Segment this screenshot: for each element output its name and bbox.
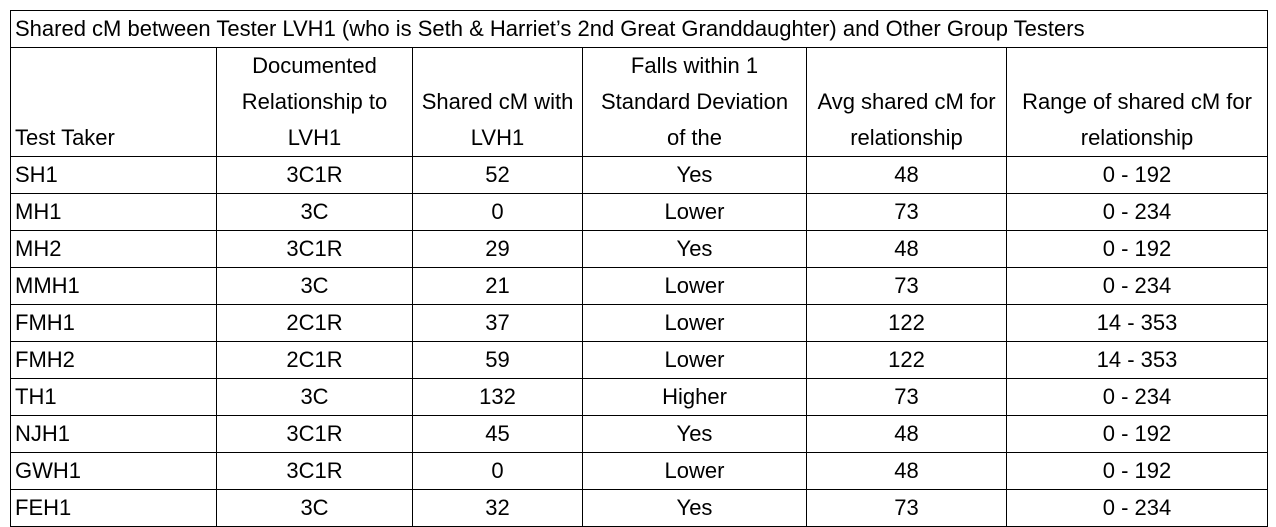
- header-row: Test Taker Documented Relationship to LV…: [10, 47, 1269, 157]
- table-row: TH1 3C 132 Higher 73 0 - 234: [10, 378, 1269, 416]
- cell-shared-cm: 0: [412, 452, 583, 490]
- table-row: FEH1 3C 32 Yes 73 0 - 234: [10, 489, 1269, 527]
- cell-range-shared-cm: 0 - 234: [1005, 378, 1269, 416]
- table-row: SH1 3C1R 52 Yes 48 0 - 192: [10, 156, 1269, 194]
- cell-std-dev-result: Yes: [582, 415, 807, 453]
- cell-shared-cm: 37: [412, 304, 583, 342]
- cell-std-dev-result: Yes: [582, 156, 807, 194]
- cell-range-shared-cm: 0 - 234: [1005, 267, 1269, 305]
- shared-cm-table: Shared cM between Tester LVH1 (who is Se…: [9, 10, 1269, 527]
- cell-relationship: 3C: [216, 267, 413, 305]
- table-row: MH2 3C1R 29 Yes 48 0 - 192: [10, 230, 1269, 268]
- title-row: Shared cM between Tester LVH1 (who is Se…: [9, 10, 1269, 48]
- cell-range-shared-cm: 0 - 192: [1005, 415, 1269, 453]
- cell-std-dev-result: Lower: [582, 267, 807, 305]
- cell-test-taker: GWH1: [10, 452, 217, 490]
- cell-range-shared-cm: 0 - 192: [1005, 230, 1269, 268]
- table-row: FMH2 2C1R 59 Lower 122 14 - 353: [10, 341, 1269, 379]
- cell-avg-shared-cm: 73: [806, 193, 1007, 231]
- cell-relationship: 3C1R: [216, 230, 413, 268]
- cell-avg-shared-cm: 73: [806, 489, 1007, 527]
- table-body: SH1 3C1R 52 Yes 48 0 - 192 MH1 3C 0 Lower 73 0 - 23…: [10, 156, 1269, 527]
- cell-relationship: 3C1R: [216, 156, 413, 194]
- header-documented-relationship: Documented Relationship to LVH1: [216, 47, 413, 157]
- cell-avg-shared-cm: 48: [806, 415, 1007, 453]
- header-test-taker: Test Taker: [10, 47, 217, 157]
- cell-shared-cm: 32: [412, 489, 583, 527]
- cell-relationship: 3C1R: [216, 415, 413, 453]
- header-avg-shared-cm: Avg shared cM for relationship: [806, 47, 1007, 157]
- cell-shared-cm: 21: [412, 267, 583, 305]
- cell-std-dev-result: Lower: [582, 193, 807, 231]
- header-shared-cm: Shared cM with LVH1: [412, 47, 583, 157]
- cell-avg-shared-cm: 48: [806, 452, 1007, 490]
- cell-shared-cm: 59: [412, 341, 583, 379]
- cell-range-shared-cm: 14 - 353: [1005, 304, 1269, 342]
- cell-shared-cm: 45: [412, 415, 583, 453]
- cell-std-dev-result: Lower: [582, 304, 807, 342]
- cell-range-shared-cm: 0 - 192: [1005, 452, 1269, 490]
- table-row: MH1 3C 0 Lower 73 0 - 234: [10, 193, 1269, 231]
- header-range-shared-cm: Range of shared cM for relationship: [1005, 47, 1269, 157]
- cell-range-shared-cm: 14 - 353: [1005, 341, 1269, 379]
- cell-std-dev-result: Higher: [582, 378, 807, 416]
- cell-avg-shared-cm: 73: [806, 378, 1007, 416]
- cell-range-shared-cm: 0 - 234: [1005, 489, 1269, 527]
- cell-test-taker: SH1: [10, 156, 217, 194]
- cell-std-dev-result: Lower: [582, 341, 807, 379]
- table-row: GWH1 3C1R 0 Lower 48 0 - 192: [10, 452, 1269, 490]
- cell-relationship: 2C1R: [216, 304, 413, 342]
- cell-range-shared-cm: 0 - 234: [1005, 193, 1269, 231]
- cell-avg-shared-cm: 73: [806, 267, 1007, 305]
- cell-test-taker: MMH1: [10, 267, 217, 305]
- cell-test-taker: NJH1: [10, 415, 217, 453]
- header-standard-deviation: Falls within 1 Standard Deviation of the: [582, 47, 807, 157]
- cell-shared-cm: 52: [412, 156, 583, 194]
- cell-avg-shared-cm: 122: [806, 304, 1007, 342]
- cell-relationship: 2C1R: [216, 341, 413, 379]
- cell-relationship: 3C1R: [216, 452, 413, 490]
- cell-relationship: 3C: [216, 378, 413, 416]
- cell-std-dev-result: Yes: [582, 230, 807, 268]
- cell-test-taker: TH1: [10, 378, 217, 416]
- cell-range-shared-cm: 0 - 192: [1005, 156, 1269, 194]
- cell-relationship: 3C: [216, 489, 413, 527]
- cell-shared-cm: 132: [412, 378, 583, 416]
- cell-avg-shared-cm: 122: [806, 341, 1007, 379]
- cell-test-taker: FMH1: [10, 304, 217, 342]
- table-row: MMH1 3C 21 Lower 73 0 - 234: [10, 267, 1269, 305]
- cell-shared-cm: 29: [412, 230, 583, 268]
- table-row: NJH1 3C1R 45 Yes 48 0 - 192: [10, 415, 1269, 453]
- cell-test-taker: MH2: [10, 230, 217, 268]
- cell-avg-shared-cm: 48: [806, 156, 1007, 194]
- cell-test-taker: FMH2: [10, 341, 217, 379]
- cell-relationship: 3C: [216, 193, 413, 231]
- cell-avg-shared-cm: 48: [806, 230, 1007, 268]
- table-row: FMH1 2C1R 37 Lower 122 14 - 353: [10, 304, 1269, 342]
- cell-test-taker: MH1: [10, 193, 217, 231]
- cell-std-dev-result: Yes: [582, 489, 807, 527]
- table-title: Shared cM between Tester LVH1 (who is Se…: [9, 10, 1269, 48]
- cell-test-taker: FEH1: [10, 489, 217, 527]
- cell-shared-cm: 0: [412, 193, 583, 231]
- cell-std-dev-result: Lower: [582, 452, 807, 490]
